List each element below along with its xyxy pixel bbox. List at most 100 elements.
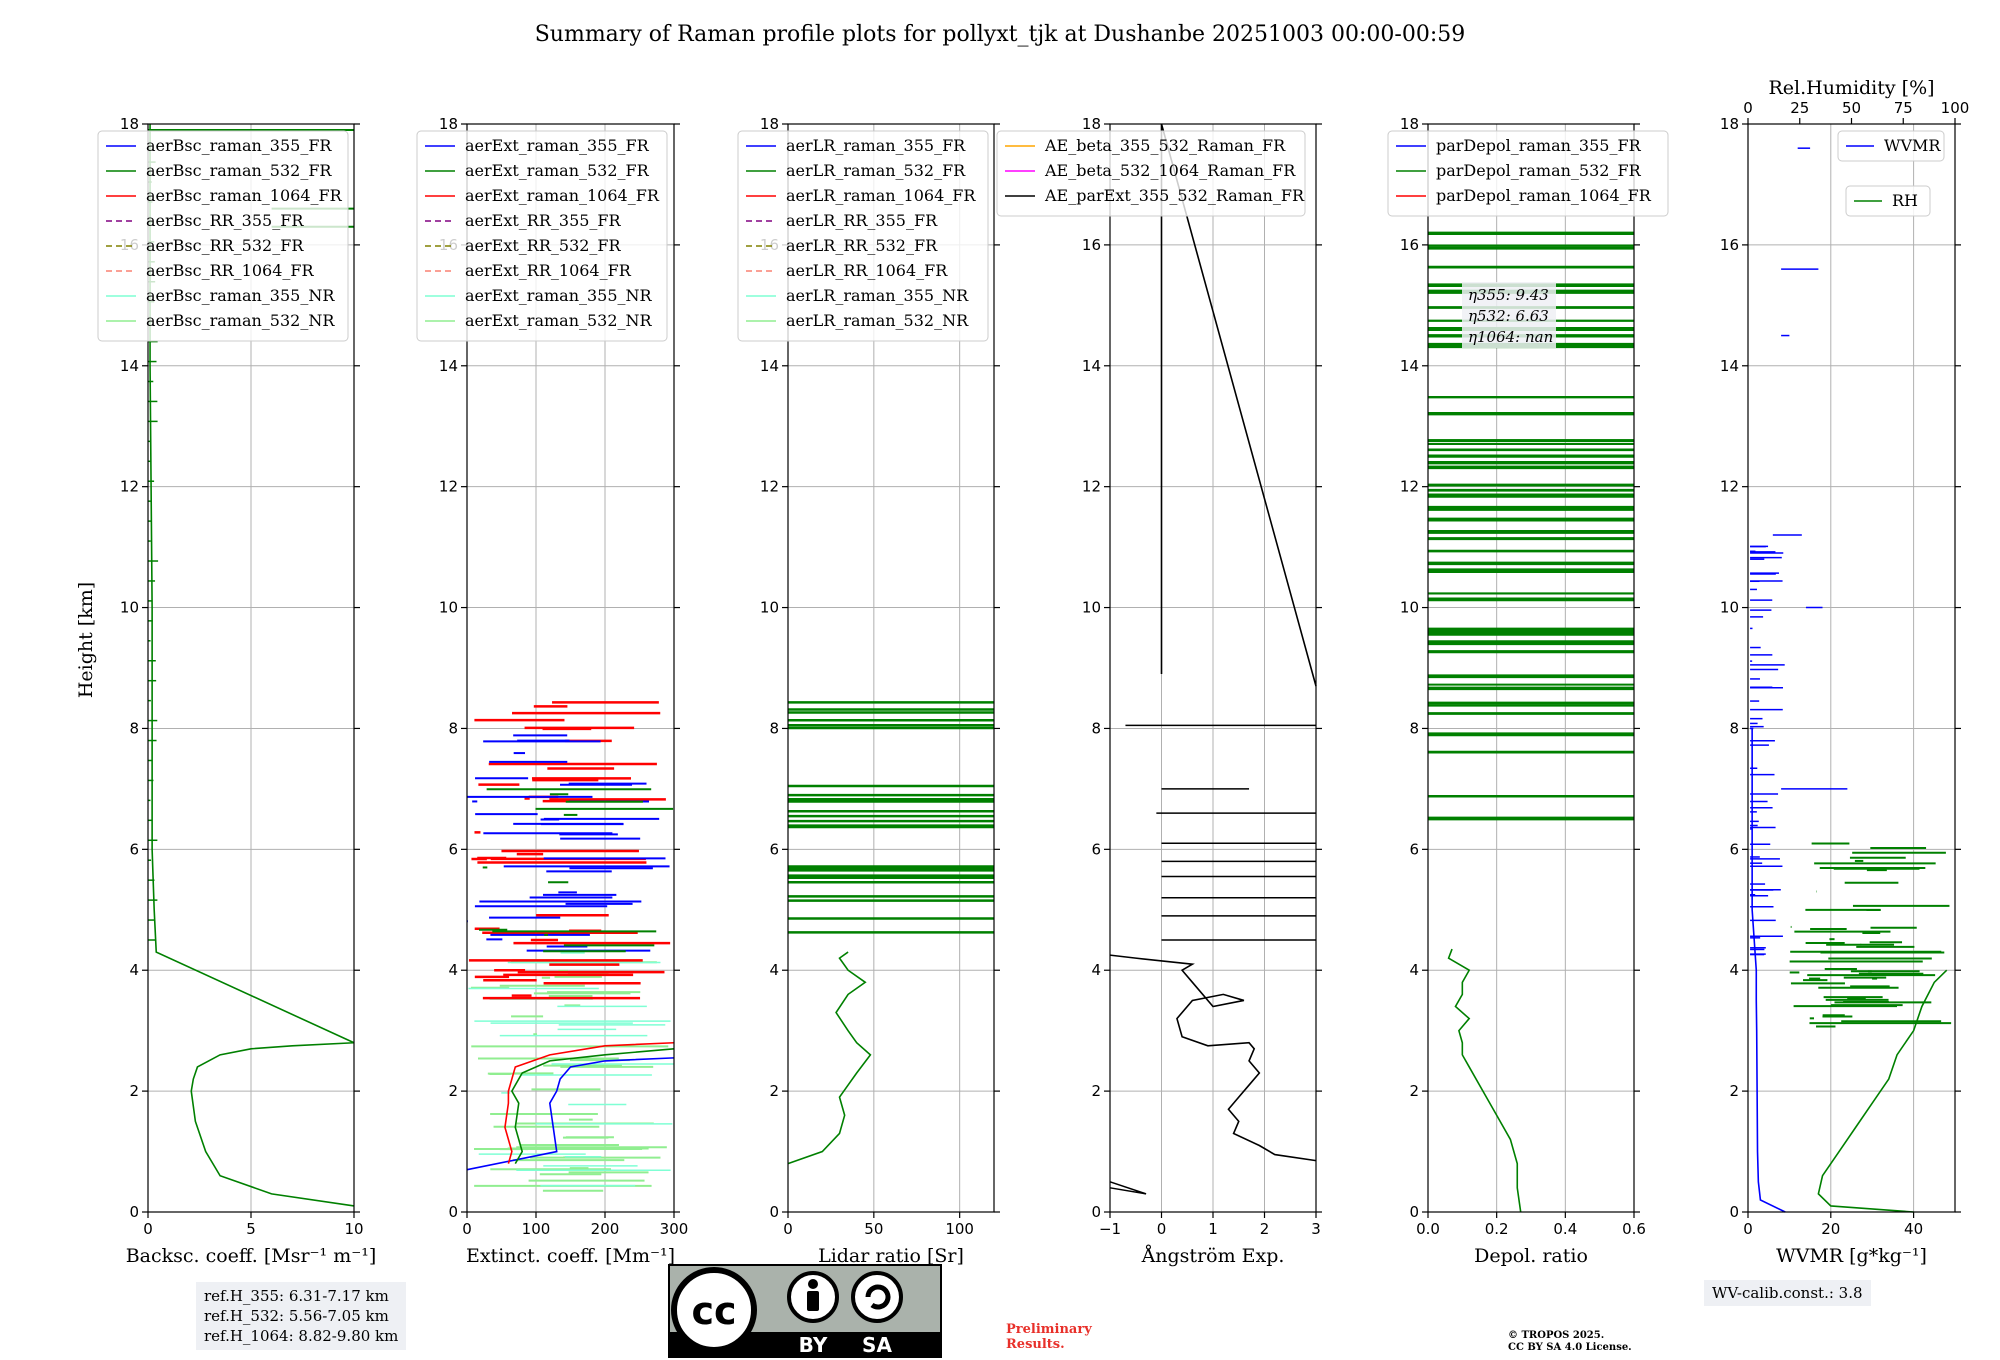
chart-panel-1: 0510024681012141618Backsc. coeff. [Msr⁻¹… <box>97 115 376 1267</box>
y-tick-label: 12 <box>760 478 779 496</box>
legend-entry: AE_beta_355_532_Raman_FR <box>1044 136 1286 155</box>
top-tick-label: 0 <box>1743 99 1753 117</box>
y-tick-label: 4 <box>448 961 458 979</box>
sa-label: SA <box>862 1333 892 1357</box>
legend-entry: aerExt_raman_532_NR <box>465 311 653 330</box>
series-line-aerLR_raman_532_FR <box>787 951 872 1165</box>
x-tick-label: 0 <box>783 1220 793 1238</box>
y-tick-label: 14 <box>1082 357 1101 375</box>
share-alike-icon <box>851 1271 903 1323</box>
legend-entry: AE_beta_532_1064_Raman_FR <box>1044 161 1296 180</box>
x-tick-label: 300 <box>660 1220 689 1238</box>
y-tick-label: 14 <box>439 357 458 375</box>
legend-entry: aerBsc_raman_1064_FR <box>146 186 343 205</box>
legend-entry: aerBsc_raman_355_FR <box>146 136 332 155</box>
y-tick-label: 10 <box>439 599 458 617</box>
x-tick-label: 20 <box>1821 1220 1840 1238</box>
x-tick-label: 0.6 <box>1622 1220 1646 1238</box>
y-tick-label: 4 <box>769 961 779 979</box>
x-tick-label: 40 <box>1904 1220 1923 1238</box>
legend-box <box>1387 130 1669 217</box>
legend-entry: aerLR_raman_355_FR <box>786 136 966 155</box>
reference-heights-box: ref.H_355: 6.31-7.17 km ref.H_532: 5.56-… <box>196 1282 407 1350</box>
chart-panel-5: 0.0 0.2 0.4 0.6 0 2 4 6 8 10 12 14 16 18 Depol. ratio p… <box>1387 115 1669 1267</box>
by-label: BY <box>799 1333 828 1357</box>
y-tick-label: 12 <box>1720 478 1739 496</box>
x-tick-label: 5 <box>246 1220 256 1238</box>
chart-panel-6: 0 20 40 0 2 4 6 8 10 12 14 16 18 WVMR [g*kg⁻¹] 0 25 50 75… <box>1720 77 1969 1267</box>
y-tick-label: 18 <box>760 115 779 133</box>
annotation-line: η532: 6.63 <box>1468 307 1549 325</box>
legend: WVMR <box>1837 130 1945 162</box>
y-tick-label: 14 <box>120 357 139 375</box>
legend-entry: aerExt_raman_355_NR <box>465 286 653 305</box>
x-tick-label: 10 <box>344 1220 363 1238</box>
legend-entry: aerExt_RR_355_FR <box>465 211 622 230</box>
top-tick-label: 75 <box>1894 99 1913 117</box>
y-tick-label: 4 <box>1091 961 1101 979</box>
plot-frame <box>1109 123 1317 1213</box>
legend-entry: RH <box>1892 191 1918 210</box>
y-tick-label: 4 <box>129 961 139 979</box>
wv-calib-box: WV-calib.const.: 3.8 <box>1704 1280 1871 1306</box>
y-tick-label: 18 <box>1720 115 1739 133</box>
y-tick-label: 8 <box>769 719 779 737</box>
y-tick-label: 10 <box>1400 599 1419 617</box>
legend: aerExt_raman_355_FR aerExt_raman_532_FRae… <box>416 130 668 342</box>
annotation-line: η1064: nan <box>1468 328 1553 346</box>
copyright-line-2: CC BY SA 4.0 License. <box>1508 1342 1632 1353</box>
y-tick-label: 6 <box>129 840 139 858</box>
x-tick-label: 0 <box>462 1220 472 1238</box>
preliminary-line-1: Preliminary <box>1006 1322 1092 1337</box>
y-tick-label: 0 <box>1409 1203 1419 1221</box>
plot-frame <box>787 123 995 1213</box>
series-line-aerBsc_raman_532_FR <box>149 124 355 1207</box>
chart-panel-3: 050100024681012141618Lidar ratio [Sr]aer… <box>737 115 1000 1267</box>
y-tick-label: 0 <box>1729 1203 1739 1221</box>
y-tick-label: 14 <box>1720 357 1739 375</box>
y-tick-label: 18 <box>120 115 139 133</box>
legend: aerLR_raman_355_FR aerLR_raman_532_FR aerL… <box>737 130 989 342</box>
legend-entry: aerLR_raman_355_NR <box>786 286 969 305</box>
eta-annotation: η355: 9.43 η532: 6.63 η1064: nan <box>1462 282 1556 348</box>
ref-height-532: ref.H_532: 5.56-7.05 km <box>204 1307 389 1325</box>
y-tick-label: 8 <box>1091 719 1101 737</box>
y-tick-label: 0 <box>448 1203 458 1221</box>
y-tick-label: 8 <box>129 719 139 737</box>
legend-entry: aerBsc_RR_355_FR <box>146 211 304 230</box>
copyright-line-1: © TROPOS 2025. <box>1508 1330 1605 1341</box>
legend-entry: aerLR_RR_532_FR <box>786 236 938 255</box>
legend-box <box>737 130 989 342</box>
legend-box <box>416 130 668 342</box>
y-tick-label: 6 <box>1409 840 1419 858</box>
plot-frame <box>466 123 675 1213</box>
top-axis-label: Rel.Humidity [%] <box>1768 77 1934 99</box>
y-tick-label: 14 <box>760 357 779 375</box>
series-line-WVMR <box>1751 728 1786 1213</box>
legend-entry: parDepol_raman_355_FR <box>1436 136 1642 155</box>
y-tick-label: 18 <box>1082 115 1101 133</box>
x-tick-label: 50 <box>864 1220 883 1238</box>
y-tick-label: 14 <box>1400 357 1419 375</box>
x-tick-label: 1 <box>1208 1220 1218 1238</box>
x-tick-label: 0 <box>1157 1220 1167 1238</box>
series-line-parDepol_raman_532_FR <box>1447 948 1522 1213</box>
y-tick-label: 12 <box>1400 478 1419 496</box>
x-tick-label: 0 <box>143 1220 153 1238</box>
annotation-line: η355: 9.43 <box>1468 286 1549 304</box>
x-tick-label: 100 <box>945 1220 974 1238</box>
series-line-aerExt_raman_1064_FR <box>504 1041 675 1164</box>
legend-entry: aerBsc_RR_532_FR <box>146 236 304 255</box>
x-tick-label: 0.4 <box>1553 1220 1577 1238</box>
y-tick-label: 2 <box>448 1082 458 1100</box>
legend-entry: aerLR_raman_532_NR <box>786 311 969 330</box>
preliminary-line-2: Results. <box>1006 1337 1065 1352</box>
legend-box <box>1845 185 1931 217</box>
y-tick-label: 16 <box>1082 236 1101 254</box>
legend-entry: aerBsc_raman_355_NR <box>146 286 335 305</box>
x-axis-label: WVMR [g*kg⁻¹] <box>1776 1245 1927 1267</box>
legend: aerBsc_raman_355_FR aerBsc_raman_532_FRae… <box>97 130 349 342</box>
x-tick-label: 200 <box>591 1220 620 1238</box>
y-tick-label: 2 <box>1729 1082 1739 1100</box>
